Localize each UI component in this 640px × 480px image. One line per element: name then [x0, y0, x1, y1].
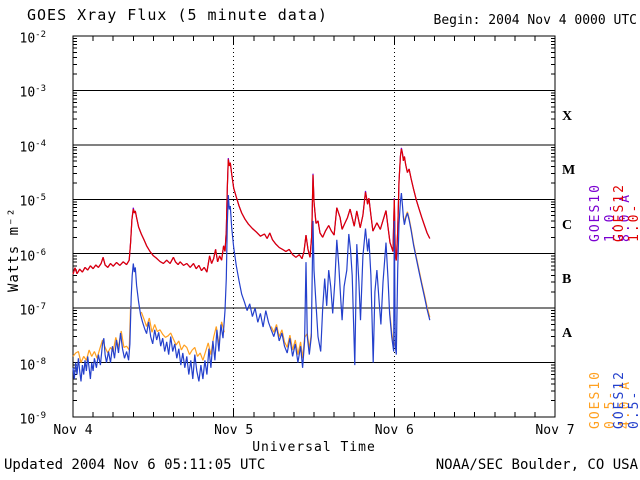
page-title: GOES Xray Flux (5 minute data)	[27, 6, 328, 24]
x-tick-label: Nov 5	[214, 423, 254, 438]
flare-class-letter: M	[562, 163, 576, 179]
y-tick-label: 10-7	[19, 302, 47, 319]
y-tick-label: 10-4	[19, 138, 47, 156]
footer-organization: NOAA/SEC Boulder, CO USA	[435, 457, 638, 473]
flare-class-letter: X	[562, 108, 573, 124]
y-tick-label: 10-6	[19, 247, 47, 265]
y-tick-label: 10-2	[19, 30, 47, 47]
flare-class-letter: C	[562, 217, 573, 233]
begin-timestamp: Begin: 2004 Nov 4 0000 UTC	[433, 13, 638, 28]
y-tick-label: 10-5	[19, 193, 47, 210]
legend-label-goes12-0-5-4-0-a: GOES12 0.5-4.0 A	[612, 370, 640, 429]
flare-class-letter: B	[562, 271, 572, 287]
footer-updated-timestamp: Updated 2004 Nov 6 05:11:05 UTC	[4, 457, 266, 473]
x-axis-title: Universal Time	[252, 440, 376, 455]
x-tick-label: Nov 7	[535, 423, 575, 438]
y-tick-label: 10-3	[19, 84, 47, 101]
y-tick-label: 10-9	[19, 411, 47, 428]
flare-class-letter: A	[562, 326, 573, 342]
x-tick-label: Nov 4	[53, 423, 93, 438]
x-tick-label: Nov 6	[374, 423, 414, 438]
legend-label-goes12-1-0-8-0-a: GOES12 1.0-8.0 A	[612, 183, 640, 242]
y-tick-label: 10-8	[19, 356, 47, 373]
